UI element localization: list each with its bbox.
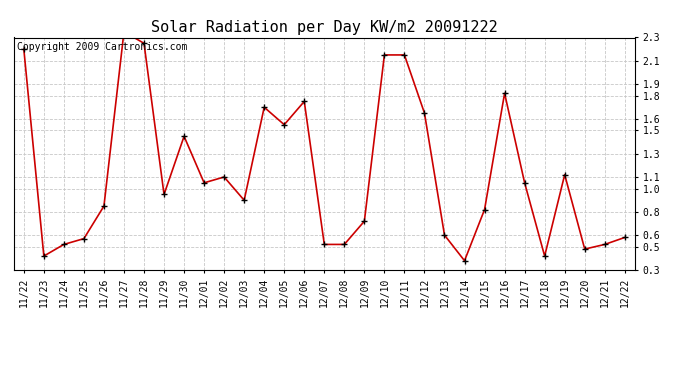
Title: Solar Radiation per Day KW/m2 20091222: Solar Radiation per Day KW/m2 20091222 xyxy=(151,20,497,35)
Text: Copyright 2009 Cartronics.com: Copyright 2009 Cartronics.com xyxy=(17,42,187,52)
